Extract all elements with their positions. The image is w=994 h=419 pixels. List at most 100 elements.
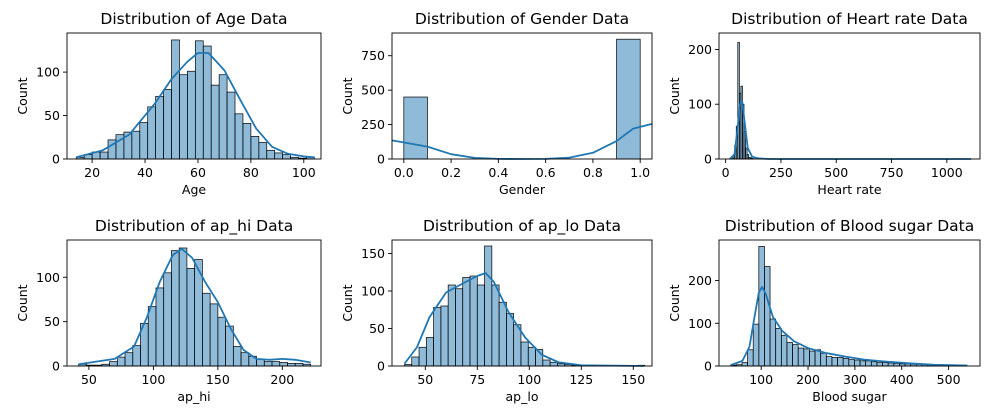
y-axis-label: Count xyxy=(340,77,355,114)
histogram-bar xyxy=(848,359,855,367)
histogram-bar xyxy=(271,361,281,367)
histogram-bars xyxy=(729,41,754,160)
x-tick-label: 0.2 xyxy=(441,165,461,180)
histogram-bar xyxy=(187,70,196,160)
histogram-bar xyxy=(218,74,228,160)
y-axis-label: Count xyxy=(15,77,30,114)
y-tick-label: 100 xyxy=(688,97,712,112)
histogram-bar xyxy=(266,149,276,160)
y-tick-label: 100 xyxy=(36,270,60,285)
y-tick-label: 100 xyxy=(688,316,712,331)
kde-line xyxy=(76,52,315,159)
x-tick-label: 0.8 xyxy=(583,165,603,180)
x-tick-label: 40 xyxy=(137,165,153,180)
histogram-bar xyxy=(425,337,434,367)
histogram-bar xyxy=(240,352,250,367)
x-tick-label: 150 xyxy=(621,372,645,387)
axes-frame xyxy=(718,32,981,160)
histogram-bar xyxy=(209,303,219,367)
y-tick-label: 0 xyxy=(377,359,385,374)
histogram-bar xyxy=(876,362,883,367)
x-axis-label: Heart rate xyxy=(817,182,881,197)
axes-frame xyxy=(66,239,322,367)
histogram-bars xyxy=(75,39,315,160)
histogram-bar xyxy=(403,96,428,160)
subplot-5: 50 75 100 125 150 0 50 100 150 Distribution of ap… xyxy=(340,217,653,404)
histogram-bar xyxy=(178,247,188,367)
y-tick-label: 500 xyxy=(361,83,385,98)
y-axis-label: Count xyxy=(15,284,30,321)
histogram-bar xyxy=(171,39,180,160)
axes-frame xyxy=(391,32,653,160)
histogram-bar xyxy=(854,359,861,367)
subplot-2: 0.0 0.2 0.4 0.6 0.8 1.0 0 250 500 750 Distribution… xyxy=(340,10,653,197)
histogram-bar xyxy=(797,347,805,367)
kde-line xyxy=(391,123,653,160)
chart-title: Distribution of Blood sugar Data xyxy=(725,217,974,235)
y-tick-label: 250 xyxy=(361,117,385,132)
histogram-bars xyxy=(404,245,646,367)
histogram-bar xyxy=(752,323,760,367)
y-axis-label: Count xyxy=(667,284,682,321)
x-tick-label: 200 xyxy=(796,372,820,387)
histogram-bar xyxy=(147,106,156,160)
x-tick-label: 50 xyxy=(417,372,433,387)
x-tick-label: 60 xyxy=(190,165,206,180)
x-tick-label: 80 xyxy=(243,165,259,180)
histogram-bar xyxy=(279,362,288,367)
y-tick-label: 0 xyxy=(52,152,60,167)
histogram-bar xyxy=(469,275,478,367)
histogram-bar xyxy=(440,305,449,367)
histogram-bar xyxy=(803,348,810,367)
histogram-bars xyxy=(78,247,312,367)
chart-title: Distribution of Heart rate Data xyxy=(731,10,968,28)
chart-title: Distribution of Gender Data xyxy=(415,10,629,28)
x-axis-label: Blood sugar xyxy=(812,389,887,404)
histogram-bar xyxy=(882,362,889,367)
y-tick-label: 150 xyxy=(361,246,385,261)
chart-title: Distribution of ap_hi Data xyxy=(95,217,293,236)
histogram-bar xyxy=(139,122,149,160)
histogram-bar xyxy=(865,360,872,367)
y-tick-label: 100 xyxy=(361,284,385,299)
x-axis-label: ap_lo xyxy=(506,389,539,404)
y-axis-label: Count xyxy=(340,284,355,321)
histogram-bar xyxy=(179,74,188,160)
histogram-bar xyxy=(132,345,141,367)
histogram-bar xyxy=(418,346,427,367)
x-tick-label: 125 xyxy=(569,372,593,387)
histogram-bar xyxy=(542,359,551,367)
histogram-bar xyxy=(131,130,141,160)
histogram-bar xyxy=(232,346,242,367)
x-tick-label: 20 xyxy=(84,165,100,180)
histogram-bar xyxy=(842,357,850,367)
histogram-bar xyxy=(476,284,485,367)
axes-frame xyxy=(391,239,653,367)
histogram-bar xyxy=(163,272,172,367)
x-axis-label: Age xyxy=(182,182,206,197)
histogram-bar xyxy=(831,357,838,367)
x-tick-label: 100 xyxy=(292,165,316,180)
histogram-bar xyxy=(780,334,788,367)
x-tick-label: 150 xyxy=(206,372,230,387)
histogram-bar xyxy=(491,284,500,367)
y-tick-label: 50 xyxy=(369,321,385,336)
subplot-4: 50 100 150 200 0 50 100 Distribution of ap_hi D… xyxy=(15,217,322,404)
x-tick-label: 400 xyxy=(890,372,914,387)
histogram-bar xyxy=(462,277,471,367)
x-tick-label: 0.4 xyxy=(488,165,508,180)
y-tick-label: 50 xyxy=(44,108,60,123)
histogram-bar xyxy=(217,316,226,367)
histogram-bar xyxy=(234,113,244,160)
histogram-bars xyxy=(730,246,968,367)
histogram-bar xyxy=(859,360,867,367)
x-axis-label: ap_hi xyxy=(177,389,210,404)
y-tick-label: 100 xyxy=(36,65,60,80)
y-tick-label: 0 xyxy=(377,152,385,167)
x-tick-label: 0.6 xyxy=(536,165,556,180)
histogram-bar xyxy=(202,45,212,160)
subplot-3: 0 250 500 750 1000 0 100 200 Distribution of Hea… xyxy=(667,10,981,197)
histogram-bar xyxy=(484,245,493,367)
kde-line xyxy=(78,247,311,366)
